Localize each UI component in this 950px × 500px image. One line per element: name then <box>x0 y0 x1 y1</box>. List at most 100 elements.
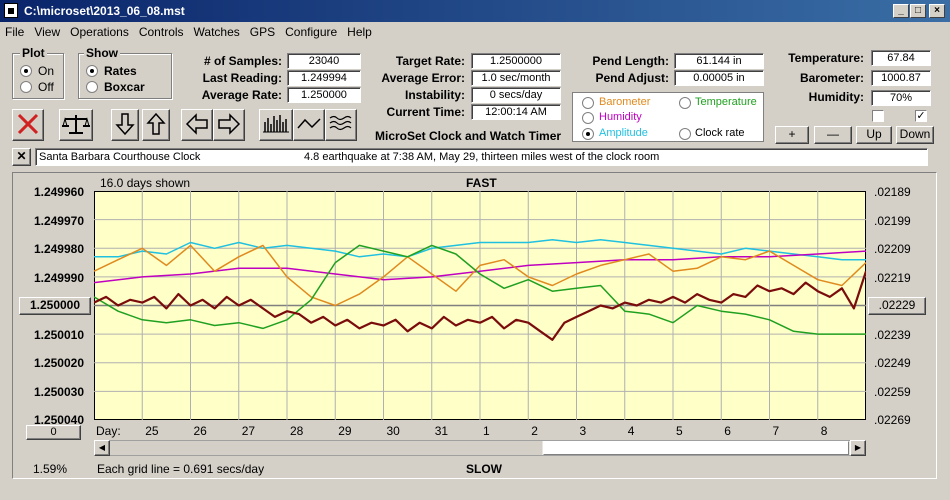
scroll-right-button[interactable]: ▶ <box>850 440 866 456</box>
target-rate-field[interactable]: 1.2500000 <box>471 53 561 69</box>
menu-help[interactable]: Help <box>347 25 372 39</box>
increase-button[interactable]: + <box>775 126 809 144</box>
temperature-radio[interactable] <box>679 97 691 109</box>
scroll-thumb[interactable] <box>543 441 849 455</box>
barometer-radio[interactable] <box>582 97 594 109</box>
clear-x-icon: ✕ <box>16 149 27 163</box>
humidity-field[interactable]: 70% <box>871 90 931 106</box>
line-button[interactable] <box>293 109 325 141</box>
arrow-up-button[interactable] <box>142 109 170 141</box>
day-tick-label: 30 <box>386 424 400 438</box>
checkbox-right[interactable]: ✓ <box>915 110 927 122</box>
series-line-0 <box>94 238 866 261</box>
pend-adjust-field[interactable]: 0.00005 in <box>674 70 764 86</box>
close-x-button[interactable] <box>12 109 44 141</box>
note-field[interactable]: Santa Barbara Courthouse Clock 4.8 earth… <box>35 148 928 166</box>
target-rate-label: Target Rate: <box>395 54 465 68</box>
menu-gps[interactable]: GPS <box>249 25 276 39</box>
close-button[interactable]: × <box>929 4 945 18</box>
pend-adjust-label: Pend Adjust: <box>595 71 669 85</box>
balance-scale-icon <box>62 115 90 134</box>
plot-on-radio[interactable] <box>20 65 32 77</box>
day-tick-label: 6 <box>724 424 731 438</box>
triangle-left-icon: ◀ <box>98 443 106 452</box>
clock-rate-series-label: Clock rate <box>695 127 745 139</box>
up-button[interactable]: Up <box>856 126 892 144</box>
minimize-button[interactable]: _ <box>893 4 909 18</box>
clock-rate-radio[interactable] <box>679 128 691 140</box>
series-line-4 <box>94 270 866 341</box>
arrow-left-icon <box>185 113 208 135</box>
grid-lines <box>94 191 866 420</box>
menu-operations[interactable]: Operations <box>70 25 129 39</box>
left-tick: 1.250040 <box>33 413 84 427</box>
plot-area <box>94 191 866 420</box>
menu-configure[interactable]: Configure <box>285 25 338 39</box>
barometer-series-label: Barometer <box>599 96 651 108</box>
series-selector <box>572 92 764 142</box>
menu-view[interactable]: View <box>34 25 61 39</box>
average-error-field[interactable]: 1.0 sec/month <box>471 70 561 86</box>
instability-field[interactable]: 0 secs/day <box>471 87 561 103</box>
right-tick: .02239 <box>874 328 911 342</box>
center-rate-button[interactable]: 1.250000 <box>19 297 91 315</box>
right-tick: .02249 <box>874 356 911 370</box>
day-tick-label: 1 <box>483 424 490 438</box>
average-error-label: Average Error: <box>381 71 465 85</box>
maximize-button[interactable]: □ <box>910 4 926 18</box>
current-time-label: Current Time: <box>386 105 465 119</box>
left-tick: 1.249970 <box>33 214 84 228</box>
menu-watches[interactable]: Watches <box>193 25 240 39</box>
multi-wave-button[interactable] <box>325 109 357 141</box>
last-reading-field[interactable]: 1.249994 <box>287 70 361 86</box>
balance-button[interactable] <box>59 109 93 141</box>
arrow-left-button[interactable] <box>181 109 213 141</box>
line-wave-icon <box>297 118 321 129</box>
scroll-left-button[interactable]: ◀ <box>94 440 110 456</box>
average-rate-field[interactable]: 1.250000 <box>287 87 361 103</box>
days-shown-label: 16.0 days shown <box>100 176 191 190</box>
series-line-3 <box>94 244 866 335</box>
arrow-down-button[interactable] <box>111 109 139 141</box>
day-tick-label: 29 <box>338 424 352 438</box>
right-tick: .02199 <box>874 214 911 228</box>
pend-length-label: Pend Length: <box>592 54 669 68</box>
humidity-radio[interactable] <box>582 112 594 124</box>
pend-length-field[interactable]: 61.144 in <box>674 53 764 69</box>
day-tick-label: 5 <box>676 424 683 438</box>
day-tick-label: 4 <box>627 424 635 438</box>
amplitude-radio[interactable] <box>582 128 594 140</box>
series-lines <box>94 238 866 341</box>
day-tick-label: 2 <box>531 424 538 438</box>
center-period-button[interactable]: .02229 <box>868 297 926 315</box>
right-tick: .02189 <box>874 185 911 199</box>
temperature-field[interactable]: 67.84 <box>871 50 931 66</box>
plot-off-radio[interactable] <box>20 81 32 93</box>
show-rates-radio[interactable] <box>86 65 98 77</box>
percent-label: 1.59% <box>33 462 68 476</box>
multi-wave-icon <box>329 115 352 131</box>
show-boxcar-radio[interactable] <box>86 81 98 93</box>
left-tick: 1.249960 <box>33 185 84 199</box>
clear-note-button[interactable]: ✕ <box>12 148 31 166</box>
close-x-icon <box>17 113 39 135</box>
checkbox-left[interactable] <box>872 110 884 122</box>
histogram-button[interactable] <box>259 109 293 141</box>
left-tick: 1.249980 <box>33 242 84 256</box>
current-time-field[interactable]: 12:00:14 AM <box>471 104 561 120</box>
temperature-series-label: Temperature <box>695 96 757 108</box>
samples-field[interactable]: 23040 <box>287 53 361 69</box>
arrow-right-button[interactable] <box>213 109 245 141</box>
scroll-track[interactable] <box>110 441 542 455</box>
title-bar: C:\microset\2013_06_08.mst _ □ × <box>0 0 950 22</box>
left-tick: 1.250030 <box>33 385 84 399</box>
down-button[interactable]: Down <box>896 126 934 144</box>
average-rate-label: Average Rate: <box>201 88 282 102</box>
barometer-field[interactable]: 1000.87 <box>871 70 931 86</box>
slow-caption: SLOW <box>466 462 502 476</box>
humidity-label: Humidity: <box>808 90 864 104</box>
menu-controls[interactable]: Controls <box>138 25 184 39</box>
menu-file[interactable]: File <box>5 25 25 39</box>
decrease-button[interactable]: — <box>814 126 852 144</box>
zero-button[interactable]: 0 <box>26 425 81 440</box>
